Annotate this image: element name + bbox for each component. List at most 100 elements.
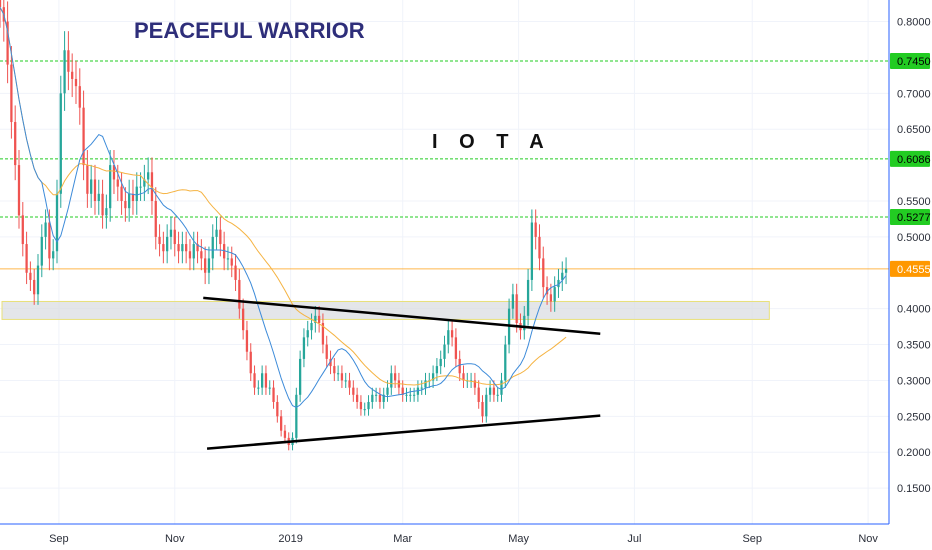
support-zone-rect	[1, 300, 770, 320]
price-tick-label: 0.3500	[897, 340, 931, 352]
candle-body	[139, 186, 142, 188]
candle-body	[234, 265, 237, 280]
candle-body	[71, 71, 74, 79]
level-label: 0.5277	[897, 212, 931, 224]
time-axis[interactable]: Sep Nov 2019 Mar May Jul Sep Nov	[49, 533, 878, 545]
last-price-label: 0.4555	[897, 264, 931, 276]
candle-body	[101, 193, 104, 216]
candle-body	[14, 122, 17, 166]
candle-body	[215, 229, 218, 237]
candle-body	[405, 394, 408, 396]
candle-body	[143, 179, 146, 187]
descending-trendline[interactable]	[203, 296, 601, 336]
candle-body	[128, 193, 131, 209]
candle-body	[10, 64, 13, 123]
candle-body	[204, 258, 207, 273]
price-tick-label: 0.2500	[897, 411, 931, 423]
candle-body	[78, 86, 81, 108]
candle-body	[386, 387, 389, 395]
candle-body	[401, 387, 404, 395]
candle-body	[447, 330, 450, 345]
candle-body	[542, 258, 545, 288]
candle-body	[523, 315, 526, 331]
level-badge	[890, 208, 930, 225]
candle-body	[109, 165, 112, 209]
price-axis[interactable]: 0.8000 0.7000 0.6500 0.5500 0.5000 0.4000 0.35…	[890, 17, 931, 496]
candle-body	[181, 244, 184, 252]
ascending-trendline[interactable]	[206, 414, 601, 450]
candle-body	[112, 165, 116, 180]
candle-body	[150, 172, 154, 201]
last-price-badge	[890, 260, 930, 277]
candle-body	[344, 380, 347, 382]
candle-body	[226, 258, 230, 260]
symbol-label: I O T A	[432, 131, 552, 153]
price-tick-label: 0.8000	[897, 17, 931, 29]
candle-body	[21, 215, 24, 245]
time-tick-label: May	[508, 533, 529, 545]
level-label: 0.6086	[897, 154, 931, 166]
candle-body	[44, 222, 47, 237]
support-zone	[1, 300, 770, 320]
candle-body	[36, 265, 40, 295]
candle-body	[374, 394, 378, 396]
candle-body	[253, 373, 256, 388]
trendlines	[203, 296, 601, 450]
candle-body	[295, 394, 298, 438]
candle-body	[55, 193, 59, 252]
price-tick-label: 0.7000	[897, 88, 931, 100]
candle-body	[306, 330, 309, 338]
candle-body	[283, 430, 287, 438]
candle-body	[458, 358, 461, 374]
candle-body	[534, 222, 537, 237]
candle-body	[162, 244, 165, 252]
candle-body	[477, 387, 480, 402]
candle-body	[371, 394, 374, 402]
candle-body	[279, 416, 283, 431]
candle-body	[29, 272, 32, 280]
price-tick-label: 0.4000	[897, 304, 931, 316]
price-tick-label: 0.1500	[897, 483, 931, 495]
candle-body	[25, 244, 28, 273]
candle-body	[363, 409, 366, 411]
candle-body	[219, 229, 222, 245]
candle-body	[276, 401, 279, 417]
candle-body	[185, 244, 188, 252]
candle-body	[147, 172, 150, 180]
price-tick-label: 0.6500	[897, 124, 931, 136]
candle-body	[553, 287, 556, 302]
horizontal-levels	[0, 60, 889, 270]
candle-body	[192, 244, 195, 259]
candle-body	[177, 244, 180, 252]
candle-body	[367, 401, 370, 410]
candle-body	[378, 394, 382, 402]
time-tick-label: Nov	[165, 533, 185, 545]
candle-body	[393, 373, 397, 381]
candle-body	[321, 323, 325, 345]
candle-body	[67, 50, 70, 72]
candle-body	[169, 229, 173, 237]
candle-body	[120, 186, 123, 201]
candle-body	[261, 373, 264, 388]
candle-body	[63, 50, 66, 94]
candle-body	[268, 387, 271, 389]
candle-body	[52, 251, 55, 259]
candle-body	[431, 373, 435, 381]
candle-body	[6, 21, 9, 65]
candles	[0, 0, 568, 451]
candle-body	[390, 373, 393, 388]
candle-body	[124, 200, 127, 209]
candle-body	[538, 236, 541, 259]
candle-body	[230, 258, 233, 266]
candle-body	[462, 373, 465, 381]
fast-moving-average	[0, 6, 567, 408]
candle-body	[348, 380, 351, 388]
candle-body	[340, 373, 344, 381]
moving-averages	[0, 6, 567, 408]
candle-body	[511, 294, 515, 309]
candle-body	[526, 279, 530, 316]
candle-body	[173, 229, 176, 245]
candle-body	[90, 179, 93, 194]
